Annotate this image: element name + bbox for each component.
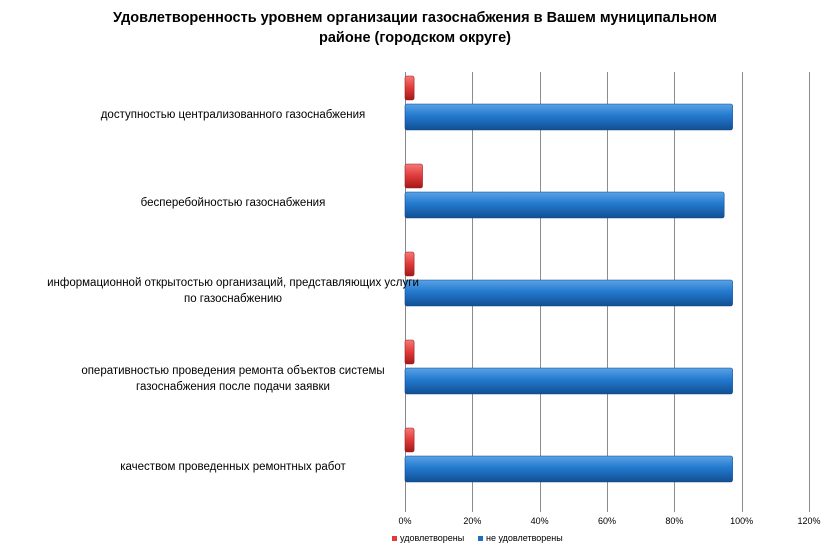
category-labels: доступностью централизованного газоснабж… xyxy=(47,109,419,473)
legend: удовлетворены не удовлетворены xyxy=(392,533,563,543)
bar-satisfied-1 xyxy=(404,163,423,189)
chart-title-line-1: Удовлетворенность уровнем организации га… xyxy=(112,10,718,26)
category-label: бесперебойностью газоснабжения xyxy=(141,197,326,209)
bar-satisfied-3 xyxy=(404,339,415,365)
bars xyxy=(404,75,733,483)
category-label: газоснабжения после подачи заявки xyxy=(136,381,330,393)
chart-title: Удовлетворенность уровнем организации га… xyxy=(0,8,830,48)
bar-satisfied-4 xyxy=(404,427,415,453)
category-label: по газоснабжению xyxy=(184,293,282,305)
x-tick-label: 80% xyxy=(665,516,683,526)
x-tick-label: 120% xyxy=(797,516,820,526)
chart-title-line-2: районе (городском округе) xyxy=(319,30,511,46)
legend-label-satisfied: удовлетворены xyxy=(400,533,464,543)
bar-not-satisfied-4 xyxy=(404,455,733,483)
bar-not-satisfied-1 xyxy=(404,191,725,219)
x-tick-label: 40% xyxy=(531,516,549,526)
category-label: информационной открытостью организаций, … xyxy=(47,277,419,289)
category-label: доступностью централизованного газоснабж… xyxy=(101,109,366,121)
legend-swatch-satisfied xyxy=(392,536,397,541)
x-tick-label: 0% xyxy=(398,516,411,526)
x-tick-label: 60% xyxy=(598,516,616,526)
x-tick-label: 20% xyxy=(463,516,481,526)
x-axis-tick-labels: 0% 20% 40% 60% 80% 100% 120% xyxy=(398,516,820,526)
legend-swatch-not-satisfied xyxy=(478,536,483,541)
x-tick-label: 100% xyxy=(730,516,753,526)
legend-label-not-satisfied: не удовлетворены xyxy=(486,533,563,543)
bar-not-satisfied-0 xyxy=(404,103,733,131)
bar-not-satisfied-2 xyxy=(404,279,733,307)
bar-not-satisfied-3 xyxy=(404,367,733,395)
bar-satisfied-2 xyxy=(404,251,415,277)
category-label: оперативностью проведения ремонта объект… xyxy=(81,365,384,377)
bar-satisfied-0 xyxy=(404,75,415,101)
category-label: качеством проведенных ремонтных работ xyxy=(120,461,346,473)
